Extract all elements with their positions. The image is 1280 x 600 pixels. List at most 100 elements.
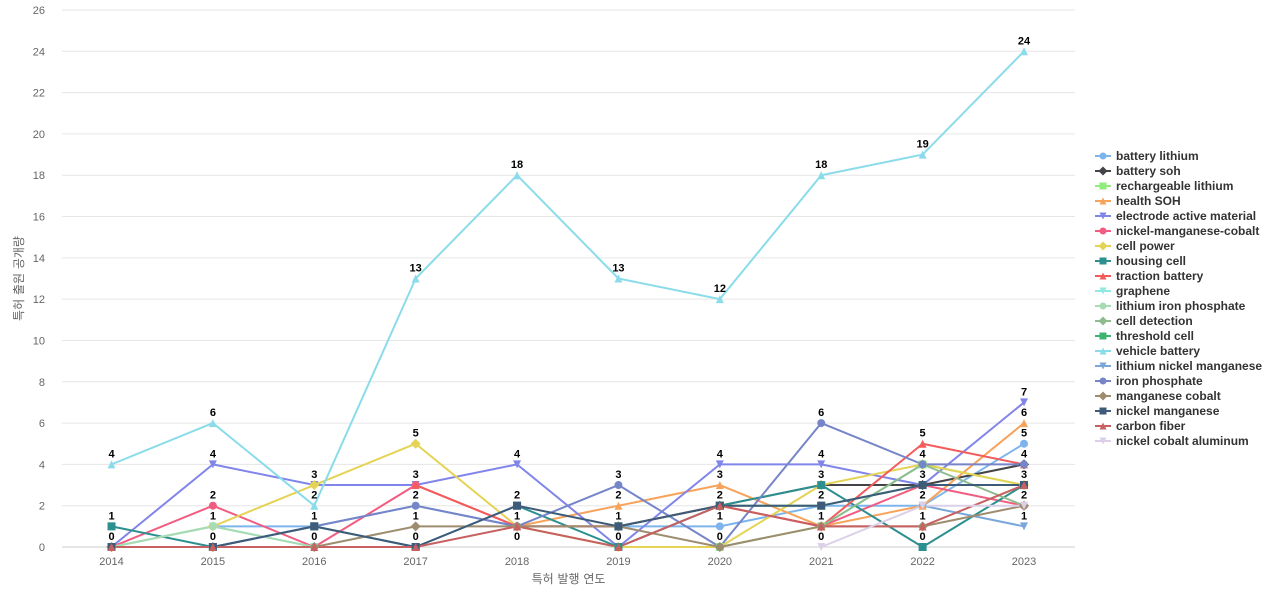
legend-symbol	[1099, 302, 1107, 310]
data-label: 0	[514, 531, 520, 543]
legend-item[interactable]: iron phosphate	[1095, 374, 1203, 388]
data-point	[1020, 47, 1028, 56]
data-point	[411, 501, 420, 510]
data-point	[715, 460, 724, 469]
legend-item[interactable]: manganese cobalt	[1095, 389, 1221, 403]
legend-item[interactable]: graphene	[1095, 284, 1170, 298]
data-point	[614, 543, 623, 551]
legend-label: lithium iron phosphate	[1116, 299, 1246, 313]
legend-item[interactable]: cell detection	[1095, 314, 1193, 328]
data-point	[411, 274, 420, 283]
data-label: 4	[818, 448, 825, 460]
y-tick-label: 14	[33, 253, 45, 265]
data-point	[614, 501, 623, 510]
data-label: 6	[1021, 407, 1027, 419]
data-point	[714, 542, 725, 552]
y-tick-label: 4	[39, 459, 45, 471]
data-label: 3	[717, 469, 723, 481]
legend-item[interactable]: cell power	[1095, 239, 1175, 253]
data-label: 2	[717, 490, 723, 502]
legend-item[interactable]: battery lithium	[1095, 149, 1199, 163]
legend-item[interactable]: nickel-manganese-cobalt	[1095, 224, 1259, 238]
y-tick-label: 20	[33, 129, 45, 141]
data-label: 2	[920, 490, 926, 502]
legend-item[interactable]: health SOH	[1095, 194, 1181, 208]
data-label: 0	[615, 531, 621, 543]
legend-label: electrode active material	[1116, 209, 1256, 223]
data-point	[513, 522, 522, 531]
series-line	[111, 50, 1025, 507]
data-label: 2	[311, 490, 317, 502]
legend-label: traction battery	[1116, 269, 1204, 283]
data-label: 5	[1021, 428, 1027, 440]
data-label: 0	[818, 531, 824, 543]
x-tick-label: 2023	[1012, 556, 1036, 568]
data-point	[614, 522, 623, 531]
x-tick-label: 2022	[910, 556, 934, 568]
legend-label: vehicle battery	[1116, 344, 1200, 358]
data-label: 4	[514, 448, 521, 460]
legend-item[interactable]: nickel cobalt aluminum	[1095, 434, 1249, 448]
data-label: 13	[410, 263, 422, 275]
legend-item[interactable]: electrode active material	[1095, 209, 1256, 223]
data-point	[410, 521, 421, 532]
data-label: 4	[717, 448, 724, 460]
data-point	[310, 522, 319, 531]
data-label: 4	[1021, 448, 1028, 460]
legend-item[interactable]: threshold cell	[1095, 329, 1194, 343]
data-point	[918, 543, 927, 551]
data-point	[208, 501, 217, 510]
legend-symbol	[1098, 241, 1108, 251]
data-label: 0	[108, 531, 114, 543]
legend-symbol	[1099, 212, 1107, 220]
data-label: 1	[920, 510, 926, 522]
legend-item[interactable]: nickel manganese	[1095, 404, 1220, 418]
data-label: 1	[717, 510, 723, 522]
legend-label: nickel cobalt aluminum	[1116, 434, 1249, 448]
data-label: 4	[108, 448, 115, 460]
legend-symbol	[1099, 437, 1107, 445]
legend-item[interactable]: carbon fiber	[1095, 419, 1186, 433]
data-labels: 4106421032101353210184210133210124321018…	[108, 35, 1031, 543]
legend-item[interactable]: lithium nickel manganese	[1095, 359, 1262, 373]
legend-label: iron phosphate	[1116, 374, 1203, 388]
legend-item[interactable]: battery soh	[1095, 164, 1181, 178]
y-tick-label: 2	[39, 501, 45, 513]
data-label: 1	[615, 510, 621, 522]
legend-symbol	[1099, 227, 1107, 235]
data-label: 2	[615, 490, 621, 502]
data-point	[513, 171, 522, 180]
x-tick-label: 2014	[99, 556, 123, 568]
data-point	[410, 438, 421, 449]
data-point	[411, 543, 420, 551]
legend-item[interactable]: lithium iron phosphate	[1095, 299, 1246, 313]
legend-item[interactable]: housing cell	[1095, 254, 1186, 268]
legend-symbol	[1099, 377, 1107, 385]
data-point	[614, 274, 623, 283]
y-tick-label: 22	[33, 88, 45, 100]
data-label: 2	[514, 490, 520, 502]
data-point	[918, 501, 927, 510]
legend-symbol	[1099, 197, 1107, 205]
data-point	[513, 501, 522, 510]
legend-symbol	[1099, 287, 1107, 295]
y-tick-label: 8	[39, 377, 45, 389]
data-point	[918, 460, 927, 469]
data-label: 3	[311, 469, 317, 481]
data-point	[918, 439, 927, 448]
legend-item[interactable]: rechargeable lithium	[1095, 179, 1233, 193]
data-point	[715, 481, 724, 490]
data-point	[918, 150, 927, 159]
series-line	[111, 442, 1025, 548]
legend-item[interactable]: vehicle battery	[1095, 344, 1200, 358]
legend-item[interactable]: traction battery	[1095, 269, 1204, 283]
data-label: 2	[210, 490, 216, 502]
data-point	[208, 419, 217, 428]
series-line	[111, 484, 1024, 548]
legend-label: housing cell	[1116, 254, 1186, 268]
y-tick-label: 6	[39, 418, 45, 430]
legend-symbol	[1099, 347, 1107, 355]
data-label: 1	[413, 510, 419, 522]
data-label: 3	[1021, 469, 1027, 481]
data-point	[1020, 439, 1028, 448]
